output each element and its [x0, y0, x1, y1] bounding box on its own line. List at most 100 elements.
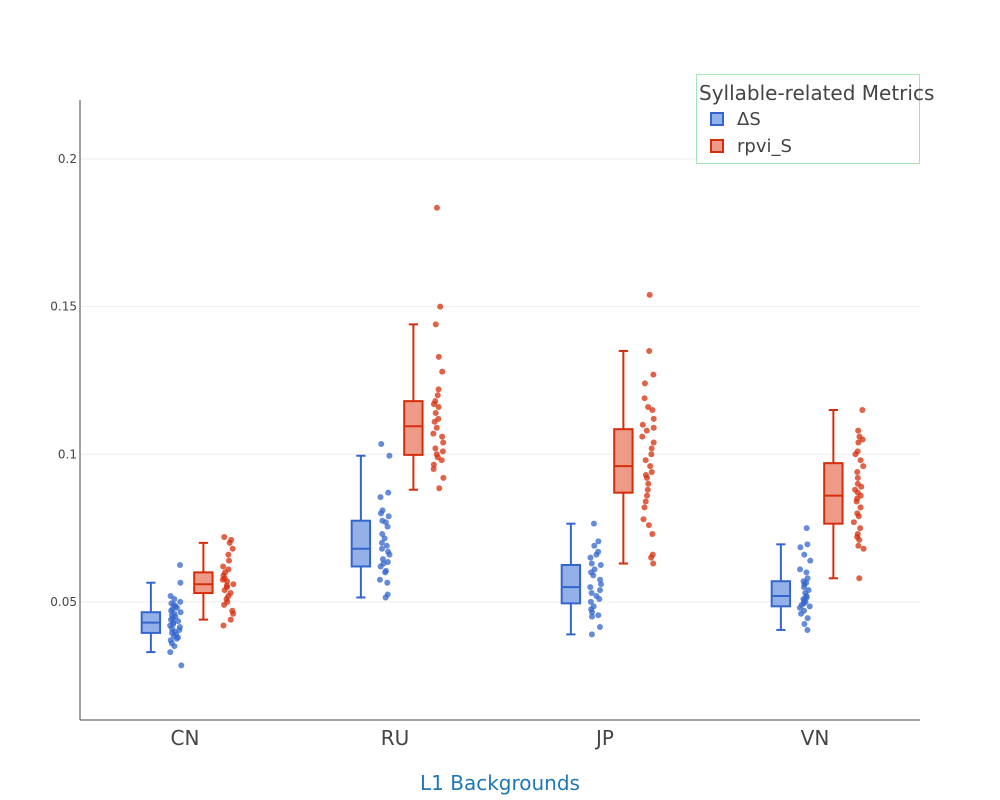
data-point [645, 522, 652, 529]
data-point [649, 407, 656, 413]
data-point [588, 631, 595, 638]
data-point [642, 457, 649, 464]
data-point [386, 551, 393, 558]
data-point [593, 551, 600, 558]
data-point [798, 610, 805, 617]
box-JP-rpvi_S [613, 349, 634, 565]
data-point [854, 469, 861, 475]
boxes [140, 323, 844, 654]
x-tick-label: JP [594, 726, 614, 750]
data-point [378, 545, 385, 552]
data-point [438, 457, 445, 464]
data-point [171, 643, 178, 650]
data-point [229, 545, 236, 552]
data-point [435, 353, 442, 360]
data-point [379, 531, 386, 537]
data-point [177, 579, 184, 586]
data-point [171, 595, 178, 602]
data-point [649, 531, 656, 537]
data-point [648, 469, 655, 475]
axes [79, 100, 920, 721]
box-JP-ΔS [560, 522, 582, 636]
data-point [173, 604, 180, 611]
data-point [797, 566, 804, 573]
data-point [597, 562, 604, 568]
data-point [175, 618, 182, 625]
box-RU-ΔS [350, 454, 372, 599]
data-point [230, 581, 237, 588]
data-point [378, 440, 385, 447]
data-point [430, 430, 437, 437]
data-point [432, 409, 439, 416]
data-point [381, 535, 388, 542]
data-point [431, 418, 438, 425]
data-point [645, 480, 652, 487]
legend-label: rpvi_S [737, 136, 792, 157]
data-point [383, 542, 390, 549]
data-point [859, 436, 866, 443]
y-axis-ticks: 0.05 0.1 0.15 0.2 [50, 152, 77, 609]
data-point [384, 523, 391, 530]
y-tick-label: 0.2 [58, 152, 77, 166]
iqr-box [350, 519, 372, 568]
data-point [645, 404, 652, 411]
iqr-box [193, 571, 214, 595]
data-point [377, 510, 384, 517]
data-point [225, 557, 232, 564]
data-point [377, 563, 384, 570]
data-point [858, 483, 865, 490]
x-tick-label: RU [381, 726, 410, 750]
data-point [430, 401, 437, 408]
data-point [177, 609, 184, 616]
data-point [648, 451, 655, 458]
data-point [589, 609, 596, 616]
data-point [857, 457, 864, 464]
data-point [436, 485, 443, 492]
data-point [227, 616, 234, 623]
data-point [587, 598, 594, 605]
data-point [595, 612, 602, 619]
data-point [178, 662, 185, 669]
data-point [650, 560, 657, 567]
data-point [221, 601, 228, 608]
data-point [644, 486, 651, 493]
box-VN-rpvi_S [823, 409, 844, 580]
data-point [804, 615, 811, 622]
data-point [598, 581, 605, 588]
data-point [804, 541, 811, 548]
data-point [587, 554, 594, 561]
data-point [437, 303, 444, 310]
data-point [855, 542, 862, 549]
data-point [860, 545, 867, 552]
box-RU-rpvi_S [403, 323, 424, 491]
data-point [590, 520, 597, 527]
data-point [433, 424, 440, 431]
data-point [648, 554, 655, 561]
data-point [382, 569, 389, 576]
data-point [385, 489, 392, 496]
data-point [224, 578, 231, 585]
data-point [642, 498, 649, 505]
data-point [173, 635, 180, 642]
iqr-box [823, 462, 844, 525]
data-point [639, 433, 646, 440]
x-axis-title: L1 Backgrounds [420, 771, 580, 795]
x-axis-ticks: CN RU JP VN [171, 726, 830, 750]
data-point [440, 474, 447, 481]
data-point [650, 439, 657, 446]
data-point [596, 595, 603, 602]
data-point [852, 451, 859, 458]
data-point [596, 624, 603, 630]
data-point [439, 448, 446, 455]
data-point [230, 610, 237, 617]
data-point [801, 551, 808, 558]
data-point [220, 563, 227, 570]
data-point [386, 452, 393, 459]
data-point [379, 556, 386, 563]
legend-label: ΔS [737, 109, 761, 130]
data-point [432, 445, 439, 452]
data-point [853, 498, 860, 505]
box-VN-ΔS [770, 543, 792, 631]
data-point [597, 587, 604, 594]
data-point [590, 572, 597, 579]
